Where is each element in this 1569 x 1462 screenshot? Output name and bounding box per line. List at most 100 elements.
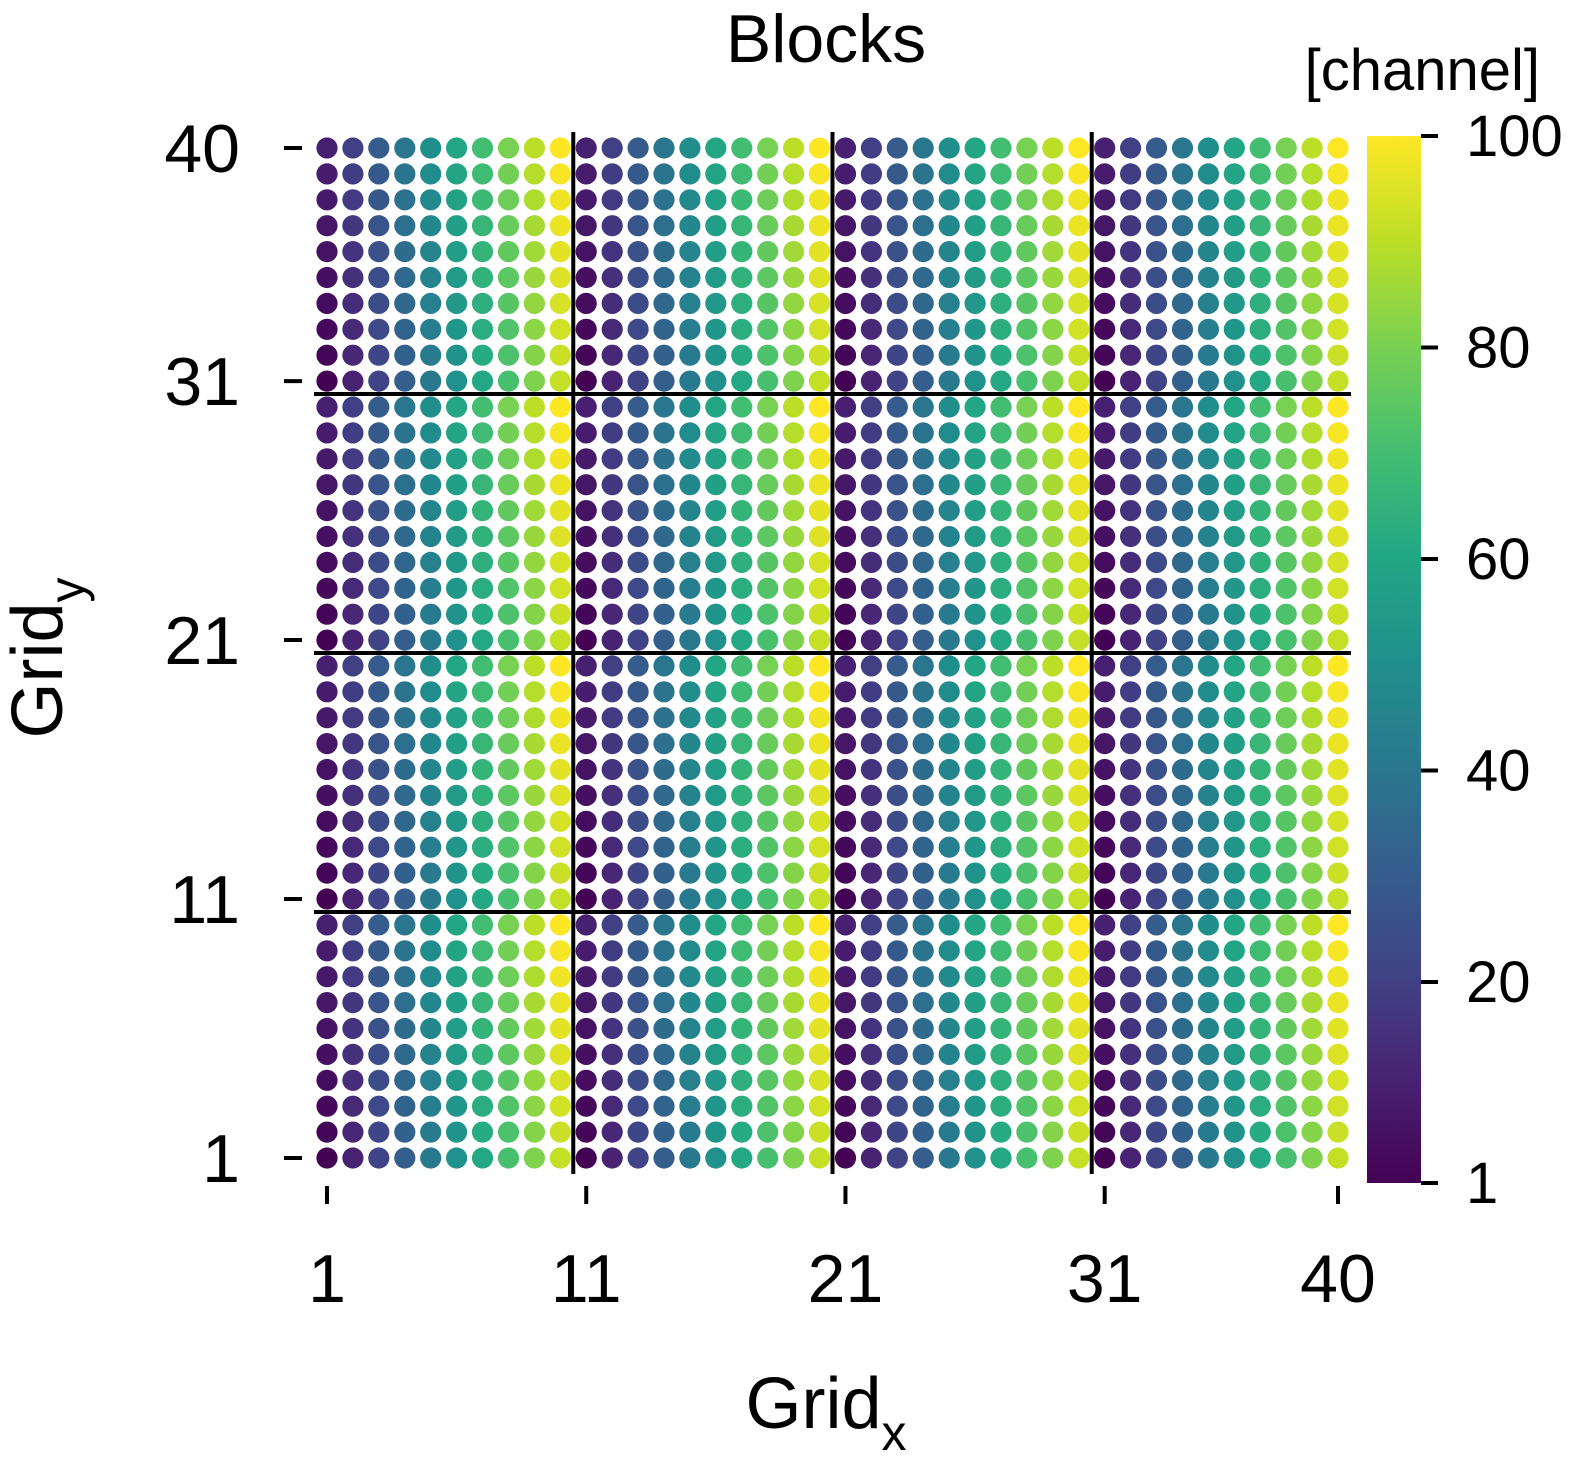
data-point (497, 500, 520, 522)
data-point (1327, 474, 1349, 496)
data-point (1120, 1069, 1142, 1091)
data-point (575, 422, 597, 444)
data-point (1327, 344, 1349, 366)
data-point (446, 681, 468, 703)
data-point (1016, 422, 1038, 444)
data-point (1120, 810, 1142, 832)
data-point (886, 888, 908, 910)
data-point (471, 1147, 494, 1169)
data-point (757, 500, 779, 522)
data-point (679, 836, 701, 858)
data-point (938, 758, 960, 781)
data-point (731, 137, 753, 159)
data-point (964, 603, 986, 625)
data-point (627, 1043, 649, 1065)
data-point (342, 1043, 364, 1065)
data-point (1275, 862, 1297, 884)
data-point (549, 603, 571, 625)
data-point (1249, 189, 1271, 211)
data-point (938, 1069, 960, 1091)
data-point (549, 137, 571, 159)
data-point (1171, 655, 1194, 677)
data-point (1068, 448, 1090, 470)
data-point (1145, 500, 1168, 522)
data-point (446, 163, 468, 185)
data-point (497, 137, 520, 159)
data-point (1120, 241, 1142, 263)
data-point (705, 241, 727, 263)
data-point (1016, 914, 1038, 936)
data-point (653, 1121, 675, 1143)
data-point (471, 448, 494, 470)
data-point (1068, 655, 1090, 677)
data-point (1197, 655, 1219, 677)
data-point (757, 551, 779, 574)
data-point (342, 422, 364, 444)
data-point (653, 137, 675, 159)
data-point (1120, 603, 1142, 625)
data-point (834, 318, 857, 340)
data-point (1275, 758, 1297, 781)
data-point (808, 189, 831, 211)
data-point (342, 577, 364, 599)
data-point (1301, 1069, 1323, 1091)
data-point (523, 940, 546, 962)
data-point (368, 525, 390, 548)
data-point (834, 422, 857, 444)
data-point (1145, 733, 1168, 755)
data-point (1042, 629, 1064, 651)
data-point (497, 448, 520, 470)
data-point (1094, 707, 1116, 729)
data-point (860, 1121, 883, 1143)
data-point (783, 603, 805, 625)
data-point (1197, 163, 1219, 185)
data-point (1327, 396, 1349, 418)
data-point (1327, 1147, 1349, 1169)
data-point (446, 603, 468, 625)
data-point (964, 163, 986, 185)
data-point (1223, 888, 1245, 910)
data-point (1145, 1147, 1168, 1169)
data-point (1249, 681, 1271, 703)
data-point (1120, 189, 1142, 211)
data-point (342, 655, 364, 677)
data-point (446, 836, 468, 858)
data-point (601, 163, 623, 185)
data-point (731, 784, 753, 807)
data-point (523, 1147, 546, 1169)
data-point (1301, 163, 1323, 185)
data-point (860, 189, 883, 211)
data-point (886, 500, 908, 522)
y-tick-label: 1 (202, 1121, 240, 1197)
data-point (420, 318, 442, 340)
data-point (679, 992, 701, 1014)
data-point (1197, 862, 1219, 884)
data-point (679, 681, 701, 703)
data-point (1223, 966, 1245, 988)
data-point (342, 1121, 364, 1143)
data-point (1171, 1095, 1194, 1117)
data-point (1120, 215, 1142, 237)
data-point (1016, 525, 1038, 548)
data-point (368, 992, 390, 1014)
data-point (342, 1095, 364, 1117)
data-point (964, 758, 986, 781)
data-point (1068, 1017, 1090, 1040)
data-point (653, 784, 675, 807)
data-point (964, 577, 986, 599)
data-point (886, 215, 908, 237)
data-point (575, 836, 597, 858)
data-point (783, 396, 805, 418)
data-point (471, 836, 494, 858)
data-point (964, 707, 986, 729)
data-point (1145, 784, 1168, 807)
data-point (653, 810, 675, 832)
data-point (1068, 966, 1090, 988)
data-point (1171, 370, 1194, 392)
data-point (938, 318, 960, 340)
data-point (731, 966, 753, 988)
data-point (653, 707, 675, 729)
data-point (446, 500, 468, 522)
data-point (420, 1121, 442, 1143)
data-point (886, 396, 908, 418)
